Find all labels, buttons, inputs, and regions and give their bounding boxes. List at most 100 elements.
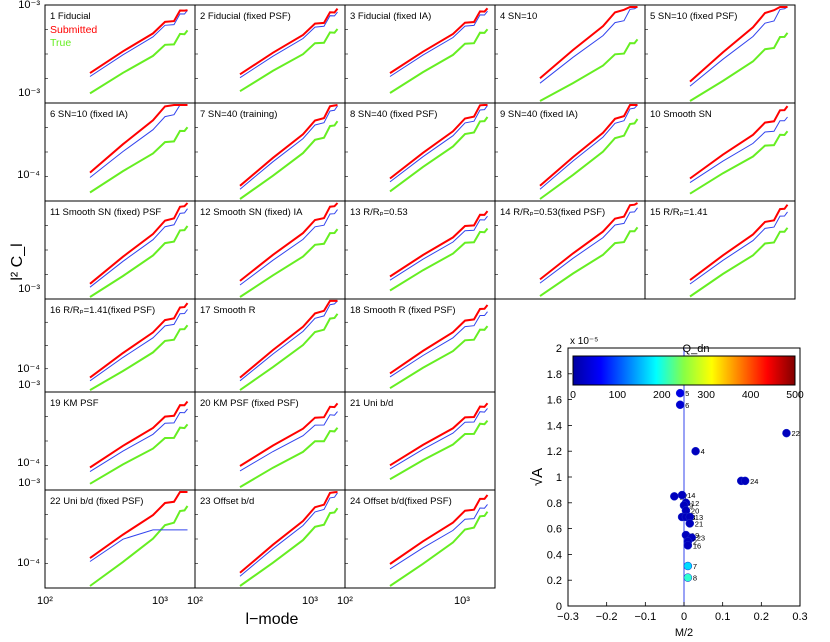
- scatter-point-label: 22: [791, 429, 799, 438]
- scatter-point-label: 23: [697, 534, 705, 543]
- model-curve: [539, 104, 638, 190]
- panel-frame: [344, 200, 496, 300]
- submitted-curve: [239, 202, 339, 282]
- true-curve: [89, 505, 189, 587]
- grid-y-tick-label: 10⁻⁴: [17, 457, 40, 469]
- model-curve: [389, 408, 488, 470]
- model-curve: [239, 209, 338, 286]
- model-curve: [89, 408, 188, 473]
- scatter-y-tick-label: 2: [556, 343, 562, 355]
- panel-label: 8 SN=40 (fixed PSF): [350, 109, 437, 120]
- grid-x-tick-label: 10²: [337, 595, 353, 607]
- submitted-curve: [539, 6, 638, 80]
- true-curve: [89, 225, 189, 298]
- scatter-y-tick-label: 1.2: [547, 446, 562, 458]
- panel-19: 19 KM PSF: [44, 391, 196, 491]
- true-curve: [389, 227, 489, 292]
- scatter-plot: 0 0.2 0.4 0.6 0.8 1 1.2 1.4 1.6 1.8 2 −0.3 −0.2 −0.1 0…: [529, 336, 808, 639]
- submitted-curve: [689, 204, 789, 281]
- model-curve: [239, 492, 338, 577]
- model-curve: [89, 529, 188, 562]
- panel-frame: [344, 391, 496, 491]
- scatter-point: [683, 541, 693, 550]
- colorbar-label: Q_dn: [683, 343, 710, 355]
- panel-label: 18 Smooth R (fixed PSF): [350, 305, 456, 316]
- model-curve: [239, 411, 338, 472]
- panel-label: 4 SN=10: [500, 11, 537, 22]
- true-curve: [389, 28, 489, 94]
- grid-x-tick-label: 10²: [187, 595, 203, 607]
- scatter-point-label: 6: [685, 401, 689, 410]
- true-curve: [239, 120, 339, 200]
- panel-label: 1 Fiducial: [50, 11, 91, 22]
- model-curve: [389, 10, 488, 77]
- panel-label: 20 KM PSF (fixed PSF): [200, 398, 299, 409]
- panel-2: 2 Fiducial (fixed PSF): [194, 4, 346, 104]
- panel-label: 7 SN=40 (training): [200, 109, 277, 120]
- true-curve: [89, 29, 189, 95]
- panel-18: 18 Smooth R (fixed PSF): [344, 298, 496, 393]
- true-curve: [689, 32, 789, 102]
- true-curve: [539, 38, 639, 102]
- scatter-point: [740, 476, 750, 486]
- scatter-x-tick-label: −0.1: [634, 611, 656, 623]
- model-curve: [239, 105, 338, 190]
- submitted-curve: [89, 104, 188, 174]
- true-curve: [239, 427, 339, 488]
- true-curve: [539, 118, 639, 200]
- panel-5: 5 SN=10 (fixed PSF): [644, 4, 796, 104]
- true-curve: [89, 126, 189, 194]
- model-curve: [539, 207, 638, 284]
- scatter-y-tick-label: 0.8: [547, 498, 562, 510]
- legend-true: True: [50, 37, 71, 49]
- grid-x-tick-label: 10³: [152, 595, 168, 607]
- panel-label: 19 KM PSF: [50, 398, 99, 409]
- scatter-x-tick-label: 0.3: [792, 611, 807, 623]
- scatter-y-tick-label: 1.6: [547, 395, 562, 407]
- scatter-point-label: 13: [695, 513, 703, 522]
- panel-label: 24 Offset b/d(fixed PSF): [350, 496, 452, 507]
- panel-17: 17 Smooth R: [194, 298, 346, 393]
- scatter-point: [691, 446, 700, 456]
- submitted-curve: [89, 400, 189, 469]
- panel-10: 10 Smooth SN: [644, 102, 796, 202]
- scatter-y-tick-label: 0.6: [547, 524, 562, 536]
- model-curve: [89, 208, 188, 288]
- scatter-y-tick-label: 0.2: [547, 575, 562, 587]
- true-curve: [689, 227, 789, 298]
- submitted-curve: [89, 9, 188, 74]
- panel-13: 13 R/Rₚ=0.53: [344, 200, 496, 300]
- scatter-x-label: M/2: [675, 627, 693, 639]
- scatter-point: [677, 490, 687, 500]
- panel-7: 7 SN=40 (training): [194, 102, 346, 202]
- scatter-y-tick-label: 0: [556, 601, 562, 613]
- scatter-point: [670, 492, 679, 501]
- colorbar: [572, 355, 796, 386]
- model-curve: [689, 6, 788, 87]
- submitted-curve: [89, 202, 189, 285]
- panel-12: 12 Smooth SN (fixed) IA: [194, 200, 346, 300]
- panel-4: 4 SN=10: [494, 4, 646, 104]
- panel-21: 21 Uni b/d: [344, 391, 496, 491]
- grid-y-tick-label: 10⁻⁴: [17, 363, 40, 375]
- panel-label: 6 SN=10 (fixed IA): [50, 109, 128, 120]
- true-curve: [389, 511, 489, 587]
- panel-23: 23 Offset b/d: [194, 489, 346, 589]
- panel-15: 15 R/Rₚ=1.41: [644, 200, 796, 300]
- panel-label: 21 Uni b/d: [350, 398, 393, 409]
- submitted-curve: [389, 494, 489, 565]
- panel-label: 22 Uni b/d (fixed PSF): [50, 496, 143, 507]
- scatter-point: [683, 573, 693, 582]
- panel-label: 3 Fiducial (fixed IA): [350, 11, 431, 22]
- panel-label: 2 Fiducial (fixed PSF): [200, 11, 291, 22]
- submitted-curve: [689, 105, 789, 180]
- scatter-point-label: 7: [693, 562, 697, 571]
- grid-x-tick-label: 10²: [37, 595, 53, 607]
- scatter-y-tick-label: 1.8: [547, 369, 562, 381]
- scatter-y-tick-label: 1: [556, 472, 562, 484]
- submitted-curve: [389, 104, 488, 180]
- legend-submitted: Submitted: [50, 24, 97, 36]
- scatter-point-label: 21: [695, 519, 703, 528]
- colorbar-tick-label: 400: [742, 389, 760, 401]
